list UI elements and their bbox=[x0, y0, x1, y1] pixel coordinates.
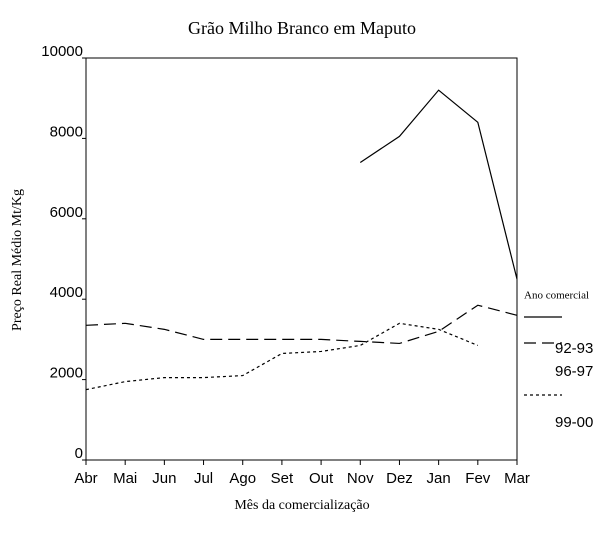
y-tick-label: 2000 bbox=[50, 365, 83, 382]
series-line bbox=[85, 322, 479, 391]
x-axis-label: Mês da comercialização bbox=[234, 498, 369, 513]
series-line bbox=[85, 304, 518, 345]
x-tick-label: Abr bbox=[74, 470, 97, 487]
x-tick-label: Ago bbox=[229, 470, 256, 487]
x-tick-label: Jul bbox=[194, 470, 213, 487]
y-tick-label: 0 bbox=[75, 445, 83, 462]
plot-frame bbox=[85, 57, 518, 461]
y-tick-label: 6000 bbox=[50, 204, 83, 221]
chart-title: Grão Milho Branco em Maputo bbox=[188, 18, 416, 38]
x-tick-label: Out bbox=[309, 470, 334, 487]
x-tick-label: Fev bbox=[465, 470, 491, 487]
y-axis-label: Preço Real Médio Mt/Kg bbox=[10, 189, 25, 331]
x-tick-label: Mai bbox=[113, 470, 137, 487]
legend-label: 92-93 bbox=[555, 340, 593, 357]
x-tick-label: Dez bbox=[386, 470, 413, 487]
legend-title: Ano comercial bbox=[524, 290, 589, 302]
y-tick-label: 4000 bbox=[50, 284, 83, 301]
y-tick-label: 10000 bbox=[41, 43, 83, 60]
x-tick-label: Mar bbox=[504, 470, 530, 487]
x-tick-label: Jan bbox=[427, 470, 451, 487]
x-tick-label: Jun bbox=[152, 470, 176, 487]
legend-label: 96-97 bbox=[555, 363, 593, 380]
x-tick-label: Nov bbox=[347, 470, 374, 487]
legend-label: 99-00 bbox=[555, 414, 593, 431]
y-tick-label: 8000 bbox=[50, 123, 83, 140]
series-line bbox=[359, 89, 518, 280]
x-tick-label: Set bbox=[271, 470, 294, 487]
